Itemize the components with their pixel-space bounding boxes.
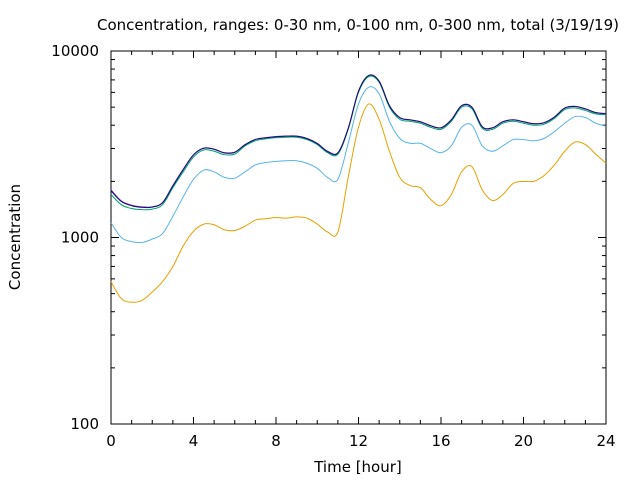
x-tick-label: 8 [271,432,281,450]
y-tick-label: 10000 [51,42,99,60]
series-line-1 [110,103,607,303]
series-line-2 [110,86,607,244]
x-tick-label: 16 [431,432,450,450]
y-axis-label: Concentration [6,184,24,290]
x-tick-label: 12 [349,432,368,450]
plot-frame [110,50,607,425]
chart-title: Concentration, ranges: 0-30 nm, 0-100 nm… [97,16,619,34]
series-line-3 [110,75,607,211]
x-tick-label: 0 [106,432,116,450]
plot-area: 0 4 8 12 16 20 24 100 1000 10000 [51,42,615,450]
x-tick-label: 20 [514,432,533,450]
x-tick-label: 4 [189,432,199,450]
series-line-5 [110,74,607,209]
y-tick-label: 100 [70,415,99,433]
y-tick-label: 1000 [61,229,99,247]
x-tick-label: 24 [596,432,615,450]
x-axis-label: Time [hour] [313,458,402,476]
